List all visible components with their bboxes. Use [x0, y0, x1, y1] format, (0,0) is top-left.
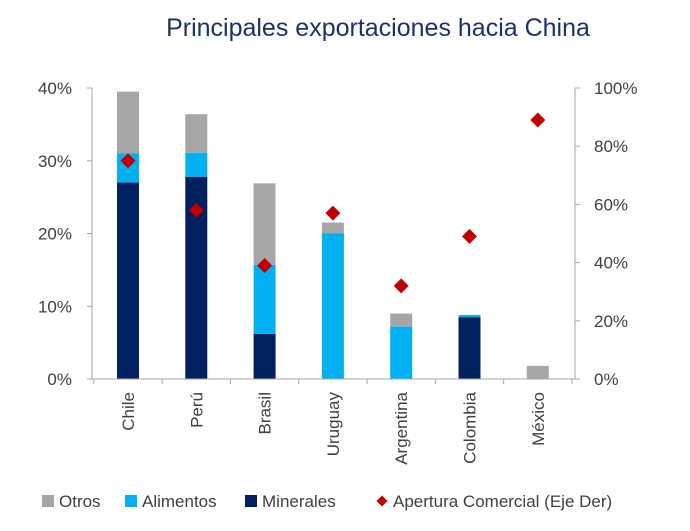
- right-tick-label: 40%: [594, 254, 628, 273]
- bars-group: [117, 91, 549, 379]
- right-tick-label: 0%: [594, 370, 619, 389]
- category-label: Argentina: [392, 391, 411, 464]
- legend-swatch: [42, 495, 54, 507]
- legend-swatch: [125, 495, 137, 507]
- apertura-marker-1: [120, 153, 136, 169]
- legend-label: Otros: [59, 492, 101, 511]
- left-tick-label: 0%: [47, 370, 72, 389]
- legend-label: Alimentos: [142, 492, 217, 511]
- category-label: Brasil: [256, 392, 275, 435]
- left-y-axis: 0% 10% 20% 30% 40%: [38, 79, 93, 389]
- left-tick-label: 30%: [38, 152, 72, 171]
- legend-swatch: [245, 495, 257, 507]
- left-tick-label: 20%: [38, 225, 72, 244]
- right-tick-label: 60%: [594, 195, 628, 214]
- legend: Otros Alimentos Minerales Apertura Comercia…: [42, 492, 612, 511]
- right-tick-label: 80%: [594, 137, 628, 156]
- right-tick-label: 20%: [594, 312, 628, 331]
- bar-alimentos-4: [321, 233, 344, 379]
- apertura-marker-7: [530, 112, 546, 128]
- left-tick-label: 40%: [38, 79, 72, 98]
- bar-otros-4: [321, 222, 344, 234]
- left-tick-label: 10%: [38, 297, 72, 316]
- legend-label: Minerales: [262, 492, 336, 511]
- category-label: México: [529, 392, 548, 446]
- bar-otros-1: [117, 91, 139, 154]
- bar-otros-2: [185, 114, 208, 153]
- bar-otros-7: [526, 365, 549, 379]
- apertura-marker-6: [462, 228, 477, 244]
- category-labels: Chile Perú Brasil Uruguay Argentina Colombia M…: [119, 391, 548, 464]
- bar-otros-5: [390, 313, 413, 327]
- x-axis: [92, 378, 575, 384]
- right-y-axis: 0% 20% 40% 60% 80% 100%: [574, 79, 637, 389]
- legend-swatch: [376, 495, 388, 507]
- right-tick-label: 100%: [594, 79, 637, 98]
- bar-minerales-1: [117, 182, 139, 379]
- markers-group: [120, 112, 546, 294]
- apertura-marker-5: [393, 278, 409, 294]
- bar-minerales-3: [253, 333, 276, 379]
- category-label: Perú: [187, 392, 206, 428]
- category-label: Chile: [119, 392, 138, 431]
- apertura-marker-4: [325, 205, 341, 221]
- bar-alimentos-5: [390, 326, 413, 379]
- apertura-marker-3: [257, 258, 273, 274]
- chart-title: Principales exportaciones hacia China: [166, 14, 590, 42]
- apertura-marker-2: [188, 202, 204, 218]
- bar-alimentos-3: [253, 264, 276, 334]
- bar-otros-3: [253, 183, 276, 265]
- bar-alimentos-2: [185, 152, 208, 177]
- category-label: Uruguay: [324, 392, 343, 457]
- bar-minerales-6: [458, 317, 481, 379]
- legend-label: Apertura Comercial (Eje Der): [393, 492, 612, 511]
- bar-alimentos-6: [458, 314, 481, 318]
- bar-minerales-2: [185, 176, 208, 379]
- category-label: Colombia: [461, 391, 480, 463]
